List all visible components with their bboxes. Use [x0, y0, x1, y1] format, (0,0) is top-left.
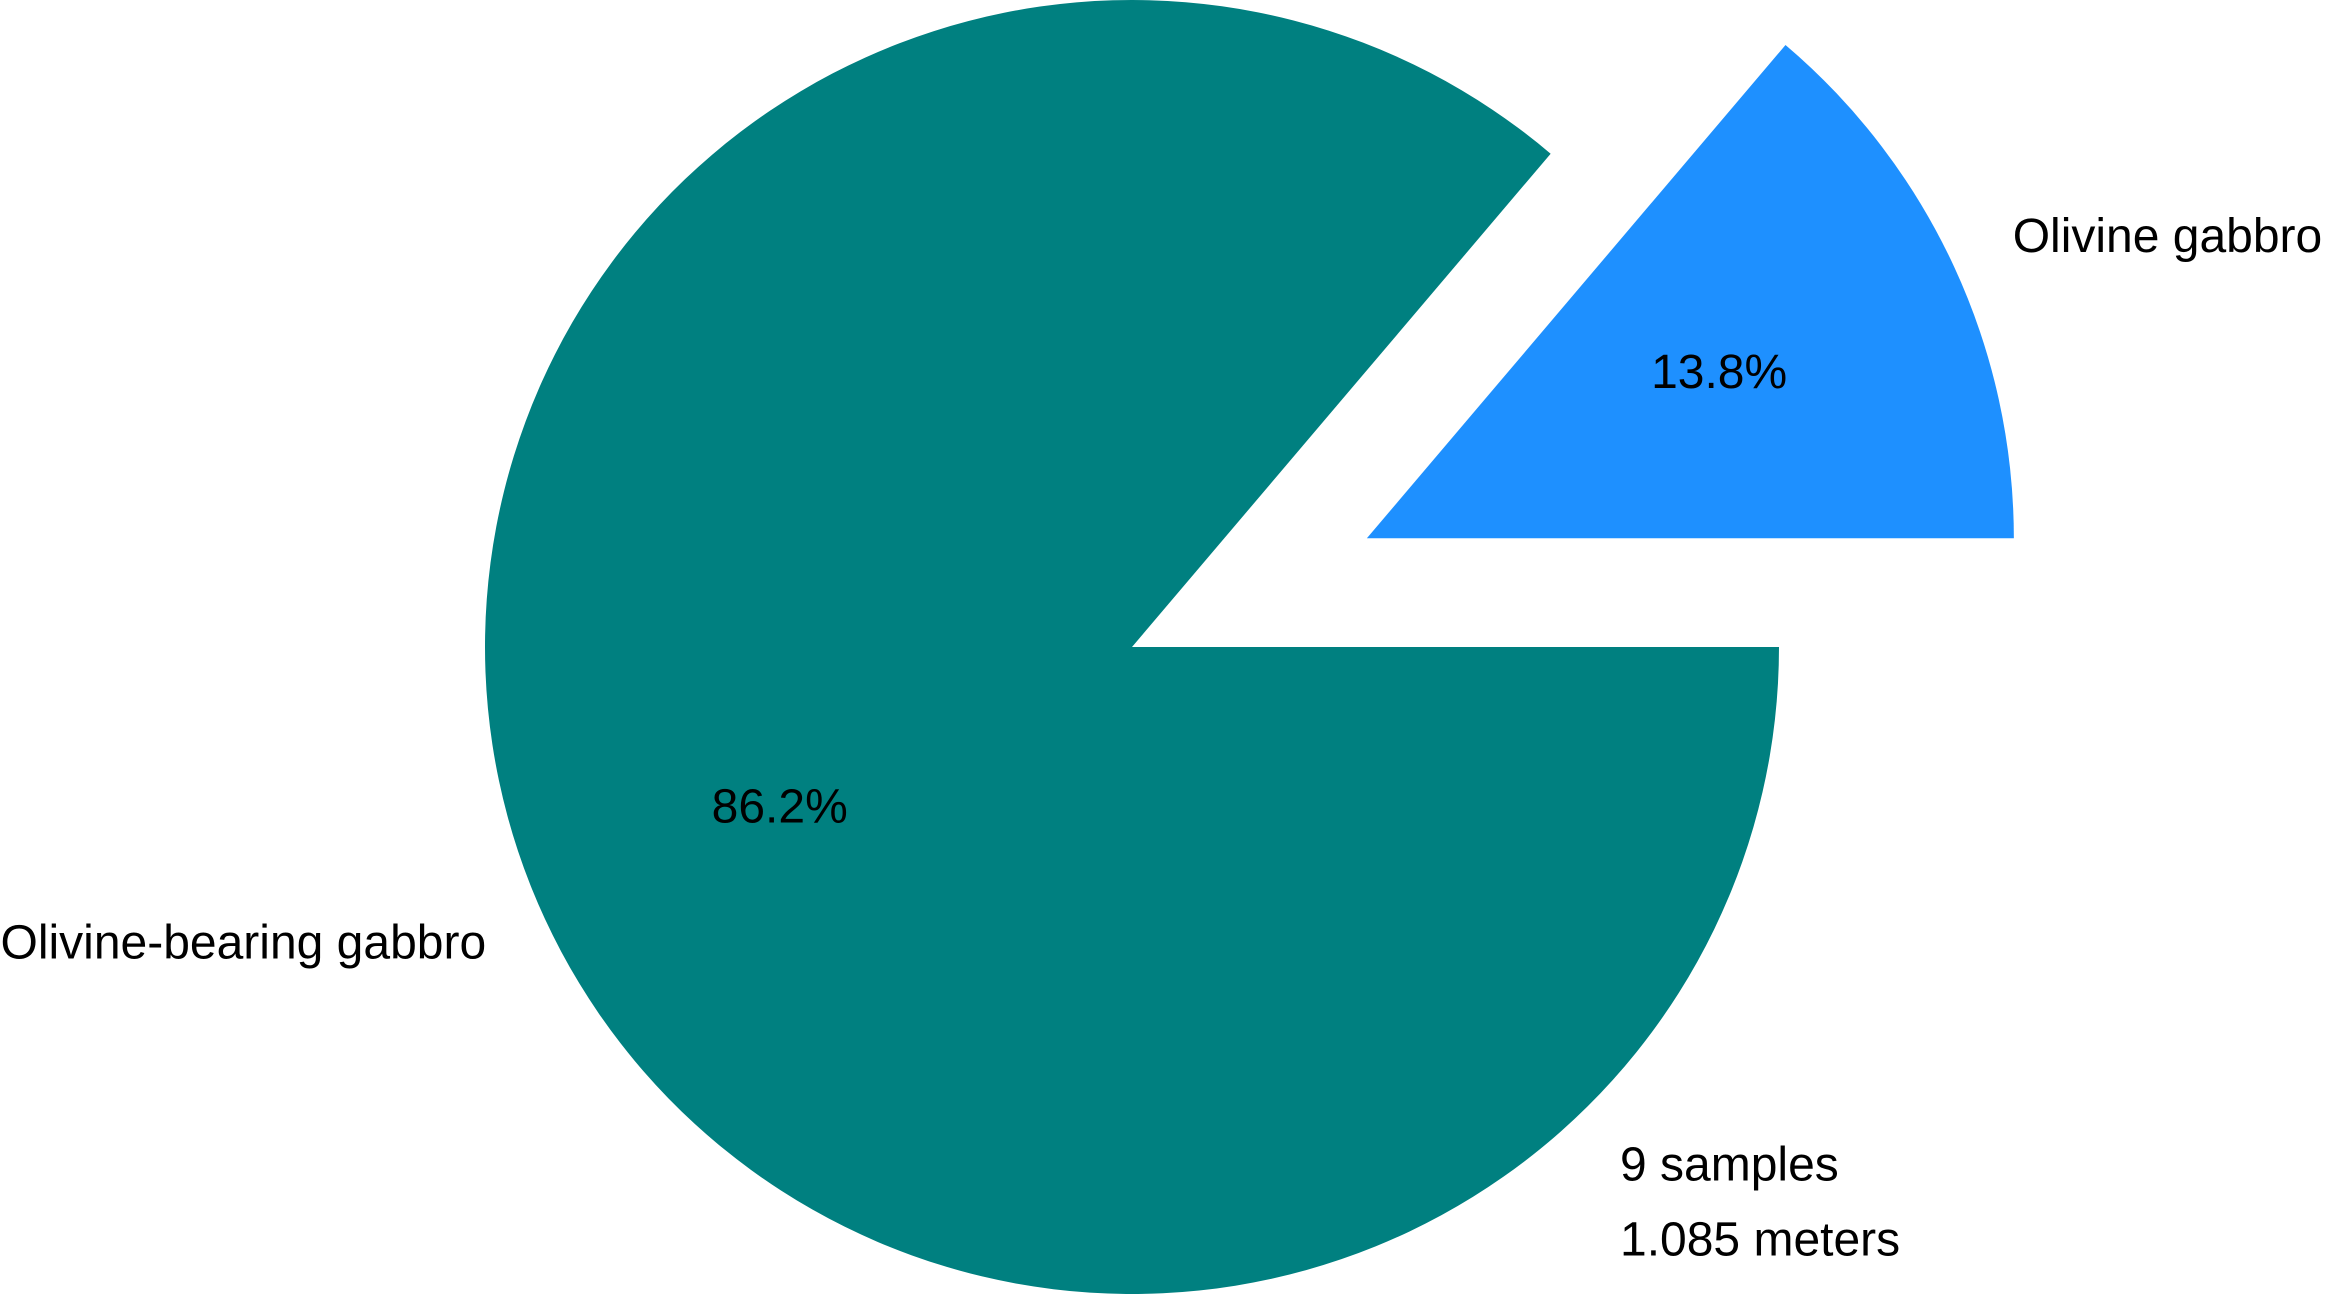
- value-label: 86.2%: [712, 781, 848, 834]
- value-label: 13.8%: [1651, 346, 1787, 399]
- annotation: 1.085 meters: [1620, 1214, 1900, 1267]
- category-label: Olivine gabbro: [2013, 210, 2323, 263]
- annotation: 9 samples: [1620, 1139, 1839, 1192]
- category-label: Olivine-bearing gabbro: [1, 917, 487, 970]
- pie-slice: [485, 0, 1779, 1294]
- pie-slice: [1366, 44, 2014, 539]
